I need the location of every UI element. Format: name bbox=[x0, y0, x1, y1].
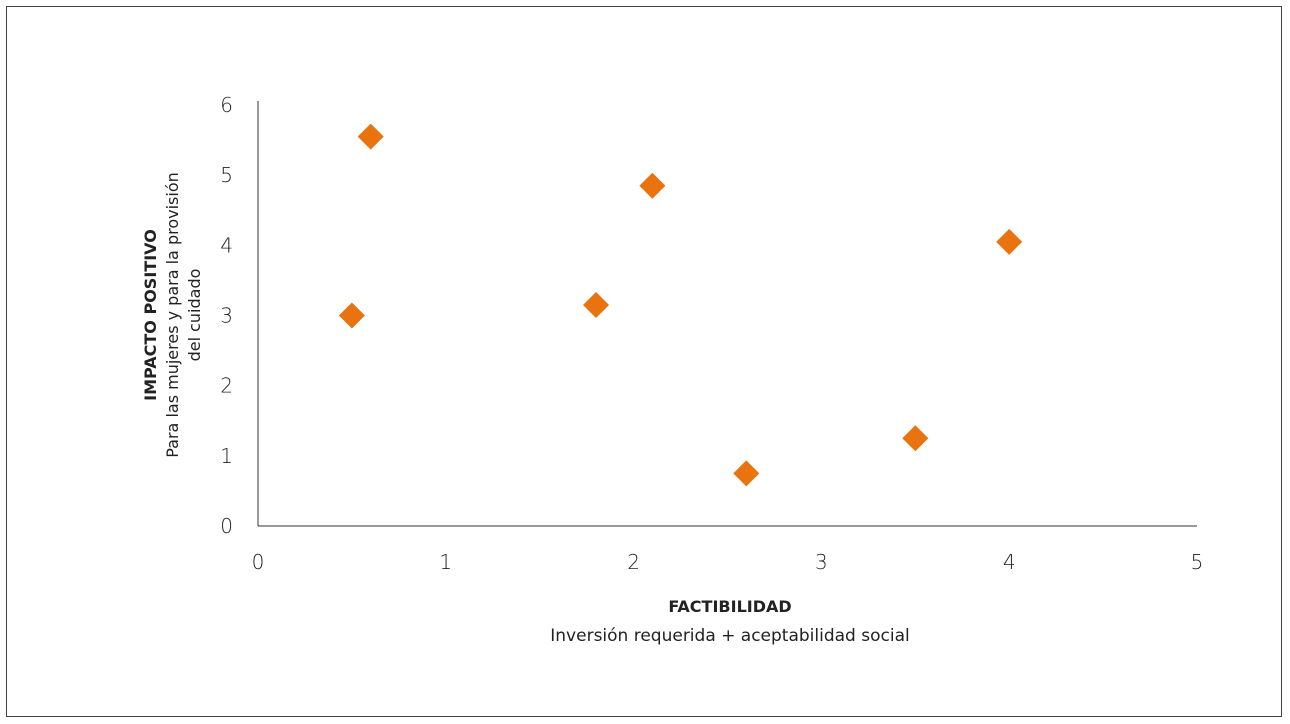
x-tick-label: 4 bbox=[1003, 550, 1016, 574]
y-tick-label: 0 bbox=[220, 514, 233, 538]
data-point-marker bbox=[357, 123, 384, 150]
y-tick-labels: 0 1 2 3 4 5 6 bbox=[220, 93, 233, 538]
x-tick-label: 1 bbox=[439, 550, 452, 574]
y-tick-label: 2 bbox=[220, 374, 233, 398]
y-tick-label: 5 bbox=[220, 163, 233, 187]
y-tick-label: 3 bbox=[220, 304, 233, 328]
y-tick-label: 1 bbox=[220, 444, 233, 468]
y-axis-subtitle-line-1: Para las mujeres y para la provisión bbox=[163, 172, 182, 458]
y-axis-subtitle-line-2: del cuidado bbox=[185, 268, 204, 362]
data-points bbox=[338, 123, 1023, 487]
y-tick-label: 4 bbox=[220, 233, 233, 257]
y-tick-label: 6 bbox=[220, 93, 233, 117]
x-tick-labels: 0 1 2 3 4 5 bbox=[252, 550, 1204, 574]
data-point-marker bbox=[902, 425, 929, 452]
data-point-marker bbox=[583, 291, 610, 318]
data-point-marker bbox=[733, 460, 760, 487]
x-tick-label: 3 bbox=[815, 550, 828, 574]
data-point-marker bbox=[996, 228, 1023, 255]
x-tick-label: 2 bbox=[627, 550, 640, 574]
chart-frame bbox=[6, 6, 1282, 717]
x-tick-label: 0 bbox=[252, 550, 265, 574]
data-point-marker bbox=[338, 302, 365, 329]
y-axis-title: IMPACTO POSITIVO bbox=[141, 229, 160, 401]
y-axis-title-block: IMPACTO POSITIVO Para las mujeres y para… bbox=[140, 105, 206, 525]
x-tick-label: 5 bbox=[1191, 550, 1204, 574]
data-point-marker bbox=[639, 172, 666, 199]
x-axis-title: FACTIBILIDAD bbox=[668, 597, 792, 616]
x-axis-subtitle: Inversión requerida + aceptabilidad soci… bbox=[550, 626, 910, 646]
